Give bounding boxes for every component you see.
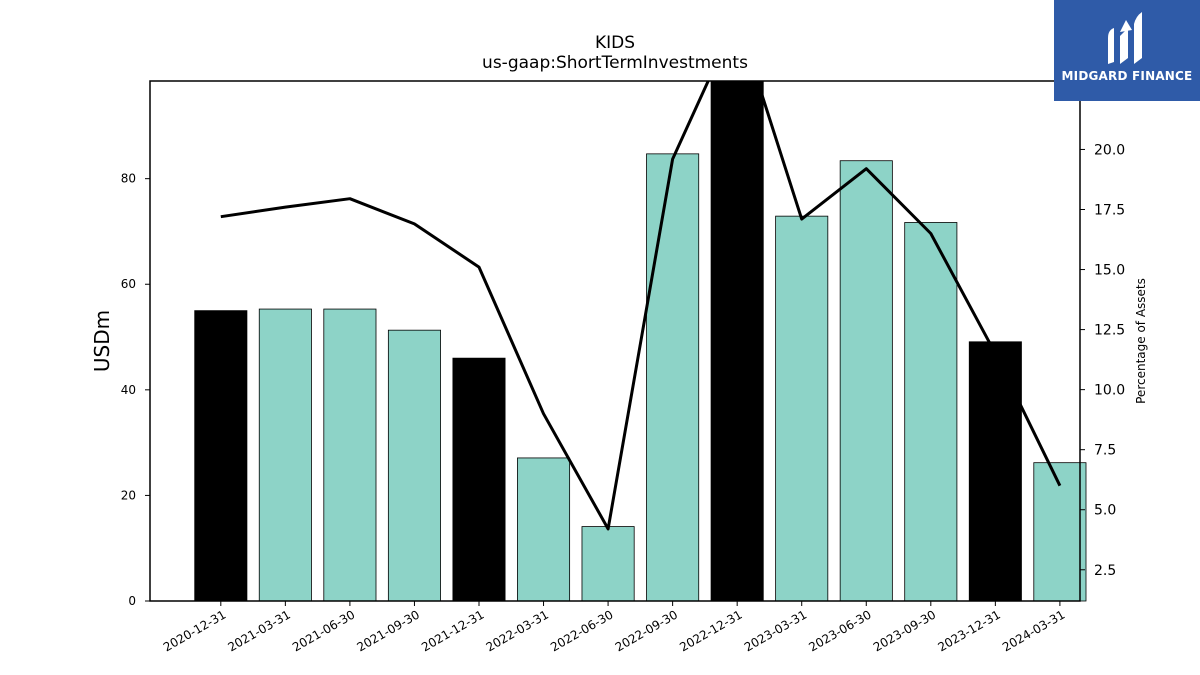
x-tick-label: 2023-03-31	[742, 607, 809, 654]
bar	[968, 341, 1022, 602]
bar	[194, 310, 248, 602]
bar	[710, 80, 764, 602]
x-tick-label: 2024-03-31	[1000, 607, 1067, 654]
x-tick-label: 2023-09-30	[871, 607, 938, 654]
bar	[581, 526, 635, 602]
y2-tick-label: 7.5	[1094, 443, 1116, 459]
x-tick-label: 2023-12-31	[935, 607, 1002, 654]
y2-tick-label: 2.5	[1094, 563, 1116, 579]
chart-subtitle: us-gaap:ShortTermInvestments	[482, 53, 748, 73]
x-tick-label: 2021-12-31	[419, 607, 486, 654]
bar	[904, 222, 958, 602]
brand-logo-text: MIDGARD FINANCE	[1061, 69, 1193, 83]
chart-title: KIDS	[595, 33, 635, 53]
y-tick-label: 0	[128, 594, 136, 608]
plot-frame	[149, 80, 1081, 602]
y2-tick-label: 5.0	[1094, 503, 1116, 519]
y-axis-label: USDm	[90, 310, 114, 372]
bar	[646, 153, 700, 602]
bar	[775, 215, 829, 602]
bar	[517, 457, 571, 602]
x-tick-label: 2022-06-30	[548, 607, 615, 654]
y-tick-label: 60	[121, 277, 136, 291]
bar	[452, 357, 506, 602]
y2-axis-label: Percentage of Assets	[1134, 278, 1148, 404]
bar	[839, 160, 893, 602]
brand-logo: MIDGARD FINANCE	[1054, 0, 1200, 101]
bar	[387, 329, 441, 602]
bar	[323, 308, 377, 602]
y2-tick-label: 12.5	[1094, 323, 1125, 339]
x-tick-label: 2022-09-30	[613, 607, 680, 654]
percentage-line	[220, 81, 1062, 531]
y2-tick-label: 15.0	[1094, 263, 1125, 279]
y-tick-label: 80	[121, 172, 136, 186]
y-tick-label: 40	[121, 383, 136, 397]
y-tick-label: 20	[121, 488, 136, 502]
bar	[258, 308, 312, 602]
y2-tick-label: 10.0	[1094, 383, 1125, 399]
y2-tick-label: 20.0	[1094, 142, 1125, 158]
x-tick-label: 2022-12-31	[677, 607, 744, 654]
x-tick-label: 2022-03-31	[484, 607, 551, 654]
y2-tick-label: 17.5	[1094, 202, 1125, 218]
x-tick-label: 2021-03-31	[225, 607, 292, 654]
x-tick-label: 2021-09-30	[355, 607, 422, 654]
x-tick-label: 2020-12-31	[161, 607, 228, 654]
x-tick-label: 2023-06-30	[806, 607, 873, 654]
brand-logo-mark	[1108, 12, 1142, 64]
x-tick-label: 2021-06-30	[290, 607, 357, 654]
bar	[1033, 462, 1087, 602]
